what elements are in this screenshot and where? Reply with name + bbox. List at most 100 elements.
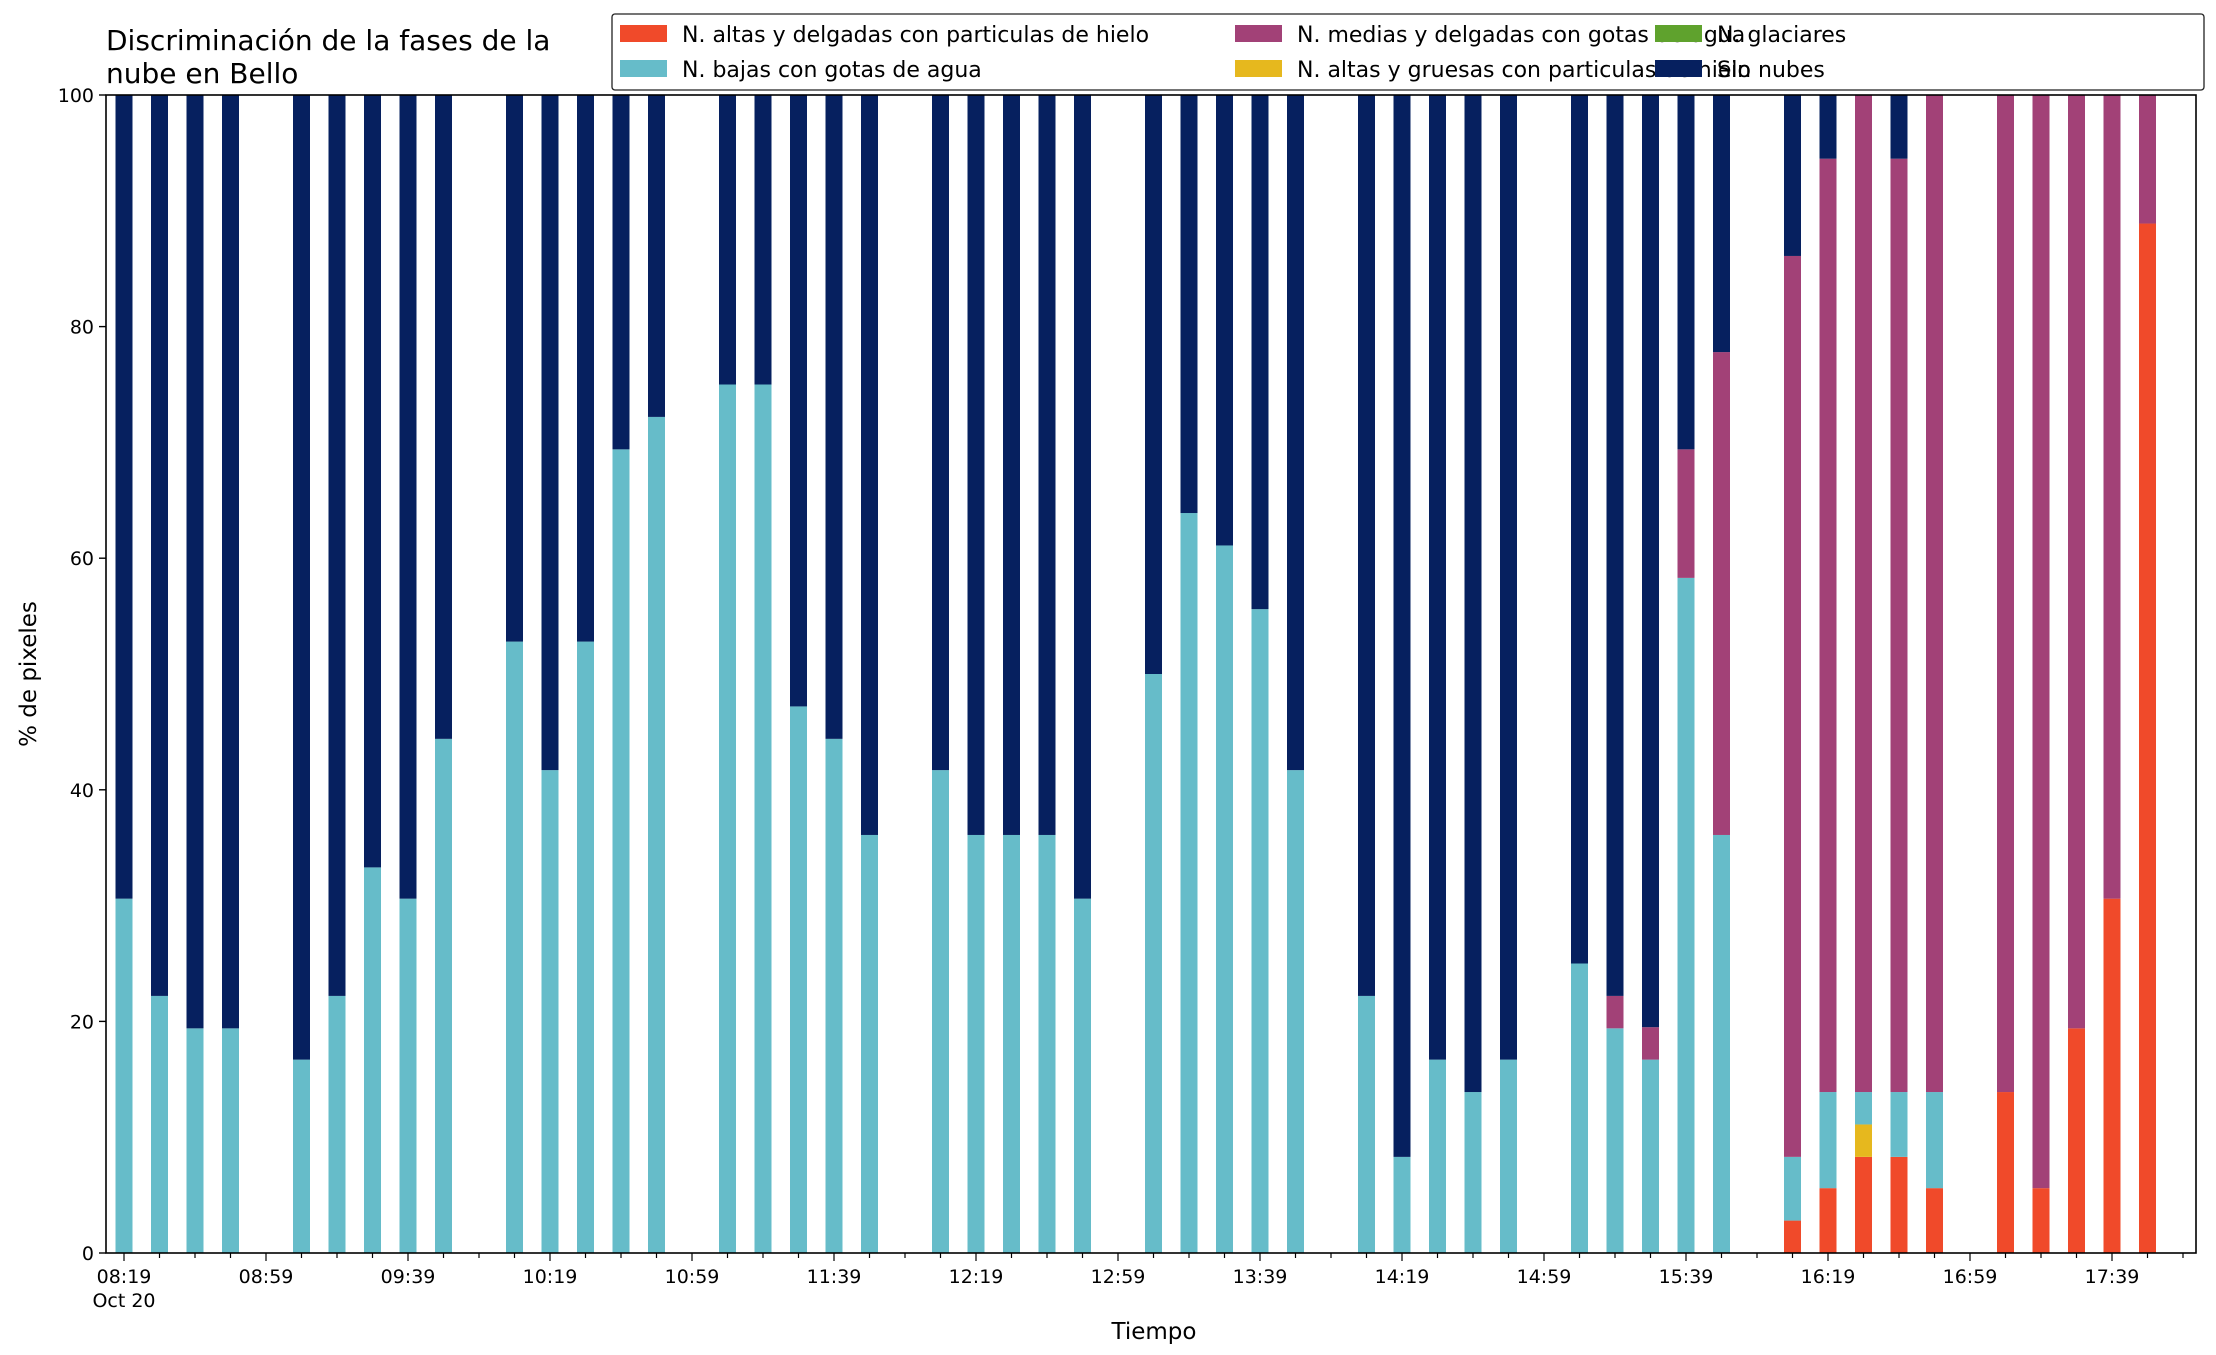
bar-segment [364,95,381,868]
bar-segment [1642,1059,1659,1253]
x-tick-label: 12:59 [1091,1266,1146,1288]
x-tick-label: 12:19 [949,1266,1004,1288]
bar-segment [115,898,133,1253]
y-tick-label: 20 [70,1011,94,1033]
bar-segment [861,834,878,1253]
bar-segment [151,95,168,996]
chart-title-line-2: nube en Bello [106,57,298,90]
bar-segment [861,95,878,835]
legend-label: N. altas y delgadas con particulas de hi… [682,23,1149,48]
y-tick-label: 40 [70,780,94,802]
bar-segment [435,738,452,1253]
bar-segment [612,449,630,1254]
bar-segment [1074,95,1091,899]
bar-segment [1251,95,1269,610]
bar-segment [2068,1028,2085,1253]
bar-segment [1074,898,1091,1253]
bar-segment [506,95,523,642]
bar-segment [541,770,559,1253]
plot-frame [105,94,2197,1254]
bar-segment [1003,834,1020,1253]
legend-swatch [1235,60,1282,77]
bar-segment [612,95,630,450]
bar-segment [1606,95,1624,996]
bar-segment [1145,674,1162,1253]
bar-segment [1819,1188,1837,1253]
bar-segment [1500,1059,1517,1253]
bar-segment [754,384,772,1253]
bar-segment [825,738,843,1253]
bar-segment [1819,95,1837,159]
bar-segment [399,95,417,899]
x-tick-label: 11:39 [807,1266,862,1288]
bar-segment [967,834,985,1253]
bar-segment [825,95,843,739]
bar-segment [1784,1156,1801,1221]
x-tick-label: 14:59 [1517,1266,1572,1288]
y-tick-label: 80 [70,317,94,339]
bar-segment [1464,1092,1482,1253]
x-tick-label: 10:19 [523,1266,578,1288]
bar-segment [1819,158,1837,1093]
bar-segment [1713,352,1730,835]
bar-segment [1926,1188,1943,1253]
bar-segment [1784,255,1801,1157]
bar-segment [719,95,736,385]
y-tick-label: 0 [82,1243,94,1265]
legend-label: Sin nubes [1717,58,1825,83]
bar-segment [1890,1156,1908,1253]
bar-segment [1180,95,1198,514]
bar-segment [1358,995,1375,1253]
legend-swatch [1235,25,1282,42]
bar-segment [1677,95,1695,450]
x-tick-label: 16:59 [1943,1266,1998,1288]
bar-segment [932,95,949,771]
bar-segment [1429,95,1446,1060]
bar-segment [1642,1027,1659,1060]
bar-segment [2068,95,2085,1029]
bar-segment [1393,1156,1411,1253]
bar-segment [2139,223,2156,1253]
bar-segment [1003,95,1020,835]
bar-segment [1855,1092,1872,1125]
bar-segment [1890,1092,1908,1157]
bar-segment [364,867,381,1253]
bar-segment [1890,95,1908,159]
bar-segment [2032,95,2050,1189]
bar-segment [790,95,807,707]
bar-segment [2139,95,2156,224]
x-tick-label: 10:59 [665,1266,720,1288]
legend-label: N. bajas con gotas de agua [682,58,982,83]
bar-segment [1784,1220,1801,1253]
y-axis: 0 20 40 60 80 100 [58,85,106,1265]
bar-segment [1926,1092,1943,1189]
bar-segment [577,641,594,1253]
bar-segment [1287,770,1304,1253]
bar-segment [2103,95,2121,899]
bar-segment [648,416,665,1253]
bar-segment [1855,95,1872,1093]
bar-segment [328,95,346,996]
bar-segment [967,95,985,835]
bar-segment [1677,577,1695,1253]
bar-segment [1180,513,1198,1253]
legend-swatch [620,60,667,77]
bar-segment [719,384,736,1253]
bar-segment [577,95,594,642]
legend-swatch [1655,60,1702,77]
bar-segment [222,1028,239,1253]
bar-segment [1997,95,2014,1093]
legend-swatch [1655,25,1702,42]
bar-segment [1571,95,1588,964]
bar-segment [932,770,949,1253]
bar-segment [222,95,239,1029]
bar-segment [1038,834,1056,1253]
bar-segment [541,95,559,771]
bar-segment [399,898,417,1253]
bar-segment [151,995,168,1253]
bar-segment [1358,95,1375,996]
bar-segment [1890,158,1908,1093]
bar-segment [648,95,665,417]
